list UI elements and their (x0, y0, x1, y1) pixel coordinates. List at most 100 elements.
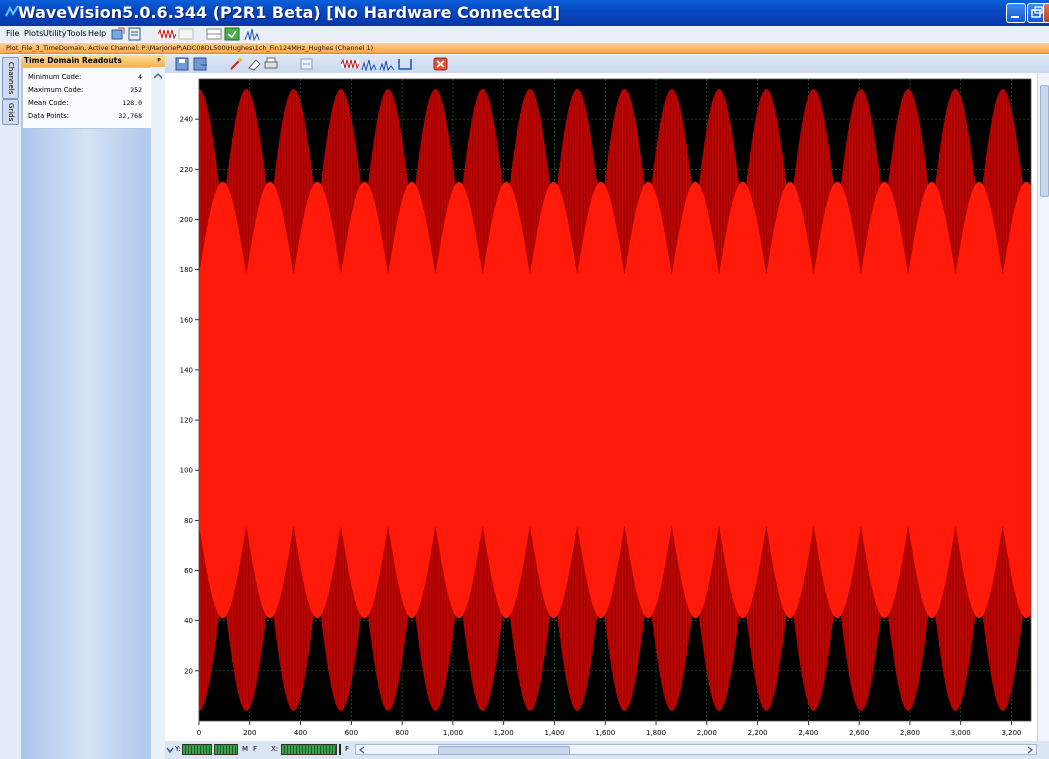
x-tick-label: 1,800 (646, 729, 666, 737)
x-tick-label: 800 (395, 729, 408, 737)
readout-value: 4 (138, 73, 142, 81)
wavevision-app-icon (5, 5, 19, 17)
readout-label: Maximum Code: (28, 86, 84, 94)
y-tick-label: 120 (180, 417, 193, 425)
readout-label: Data Points: (28, 112, 70, 120)
x-tick-label: 600 (345, 729, 358, 737)
x-tick-label: 200 (243, 729, 256, 737)
readouts-box: Minimum Code: 4 Maximum Code: 252 Mean C… (22, 67, 152, 129)
y-readout-label: Y: (175, 745, 181, 753)
scroll-up-icon[interactable] (151, 70, 165, 82)
save-as-icon[interactable] (193, 57, 209, 71)
x-tick-label: 2,600 (849, 729, 869, 737)
horizontal-scroll-thumb[interactable] (438, 746, 570, 755)
spectrum-icon[interactable] (361, 57, 377, 71)
y-tick-label: 20 (184, 667, 193, 675)
x-readout-label: X: (271, 745, 279, 753)
x-value-display (281, 744, 337, 755)
y-tick-label: 180 (180, 266, 193, 274)
y-tick-label: 160 (180, 316, 193, 324)
readout-value: 32,768 (118, 112, 142, 120)
spectrum-alt-icon[interactable] (379, 57, 395, 71)
plot-status-bar: Y: M F X: F (165, 741, 1049, 759)
fft-icon[interactable] (244, 27, 260, 41)
menu-file[interactable]: File (6, 29, 20, 38)
x-tick-label: 3,200 (1001, 729, 1021, 737)
plot-border (198, 78, 1032, 722)
f2-label: F (345, 745, 350, 753)
close-window-button[interactable] (1043, 3, 1049, 23)
x-tick-label: 3,000 (951, 729, 971, 737)
readouts-panel: Time Domain Readouts ᵖ Minimum Code: 4 M… (21, 55, 165, 759)
scroll-right-icon[interactable] (1026, 746, 1034, 754)
export-green-icon[interactable] (224, 27, 240, 41)
table-icon[interactable] (206, 27, 222, 41)
menu-help[interactable]: Help (88, 29, 107, 38)
cursor-bracket-icon[interactable] (397, 57, 413, 71)
x-tick-label: 1,400 (544, 729, 564, 737)
y-value-display (182, 744, 212, 755)
dropdown-icon[interactable] (165, 745, 175, 755)
y-value-display-2 (214, 744, 238, 755)
minimize-icon (1011, 16, 1019, 18)
tab-channels[interactable]: Channels (2, 57, 19, 99)
minimize-button[interactable] (1006, 3, 1026, 23)
x-tick-label: 2,400 (798, 729, 818, 737)
x-tick-label: 2,800 (900, 729, 920, 737)
plot-vertical-scrollbar[interactable] (1037, 73, 1049, 741)
plot-window: 0 200 400 600 800 1,000 1,200 1,400 1,600 1,800 2,… (165, 55, 1049, 759)
pin-icon[interactable]: ᵖ (157, 56, 161, 65)
window-title: WaveVision5.0.6.344 (P2R1 Beta) [No Hard… (18, 3, 561, 22)
y-tick-label: 40 (184, 617, 193, 625)
separator (339, 744, 341, 755)
close-plot-icon[interactable] (433, 57, 449, 71)
panel-header: Time Domain Readouts ᵖ (21, 55, 165, 67)
scroll-left-icon[interactable] (358, 746, 366, 754)
panel-title: Time Domain Readouts (24, 56, 122, 65)
x-tick-label: 0 (197, 729, 201, 737)
zoom-tool-icon[interactable] (229, 57, 245, 71)
plot-area: 0 200 400 600 800 1,000 1,200 1,400 1,600 1,800 2,… (165, 73, 1049, 741)
document-icon[interactable] (127, 27, 143, 41)
y-tick-label: 140 (180, 366, 193, 374)
menu-plots[interactable]: Plots (24, 29, 44, 38)
y-tick-label: 80 (184, 517, 193, 525)
readout-value: 128.0 (122, 99, 142, 107)
histogram-disabled-icon[interactable] (178, 27, 194, 41)
x-tick-label: 1,000 (443, 729, 463, 737)
open-file-icon[interactable] (110, 27, 126, 41)
y-tick-label: 220 (180, 166, 193, 174)
x-tick-label: 2,200 (748, 729, 768, 737)
plot-toolbar (165, 55, 1049, 73)
eraser-icon[interactable] (247, 57, 263, 71)
waveform-samples (198, 89, 1032, 711)
plot-horizontal-scrollbar[interactable] (355, 744, 1037, 755)
x-tick-label: 2,000 (697, 729, 717, 737)
menu-bar: File Plots Utility Tools Help (0, 26, 1049, 42)
vertical-scroll-thumb[interactable] (1040, 85, 1049, 197)
readout-value: 252 (130, 86, 142, 94)
print-icon[interactable] (263, 57, 279, 71)
m-label: M (242, 745, 249, 753)
time-domain-chart[interactable]: 0 200 400 600 800 1,000 1,200 1,400 1,600 1,800 2,… (165, 73, 1037, 741)
y-tick-label: 100 (180, 467, 193, 475)
window-title-bar: WaveVision5.0.6.344 (P2R1 Beta) [No Hard… (0, 0, 1049, 26)
readout-label: Minimum Code: (28, 73, 82, 81)
side-tab-strip: Channels Grids (0, 55, 22, 759)
menu-utility[interactable]: Utility (43, 29, 67, 38)
restore-icon (1031, 6, 1043, 18)
time-domain-icon[interactable] (158, 27, 176, 41)
y-tick-label: 240 (180, 116, 193, 124)
save-plot-icon[interactable] (175, 57, 191, 71)
x-tick-label: 1,600 (595, 729, 615, 737)
readout-label: Mean Code: (28, 99, 69, 107)
f-label: F (253, 745, 258, 753)
waveform-view-icon[interactable] (341, 57, 359, 71)
menu-tools[interactable]: Tools (67, 29, 87, 38)
autoscale-icon[interactable] (299, 57, 315, 71)
panel-scrollbar[interactable] (151, 67, 165, 759)
x-tick-label: 400 (294, 729, 307, 737)
y-tick-label: 200 (180, 216, 193, 224)
tab-grids[interactable]: Grids (2, 99, 19, 125)
x-tick-label: 1,200 (494, 729, 514, 737)
